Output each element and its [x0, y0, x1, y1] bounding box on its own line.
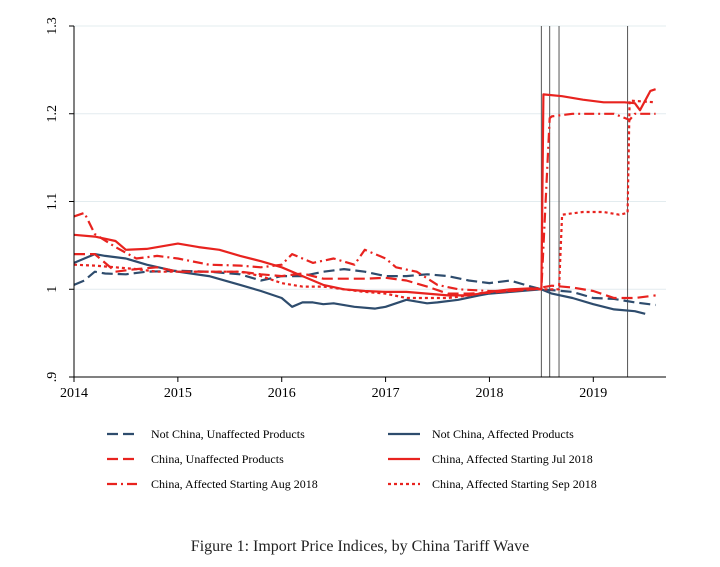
legend-label: China, Affected Starting Aug 2018 — [151, 477, 318, 491]
series-group — [73, 88, 656, 315]
legend-label: China, Affected Starting Jul 2018 — [432, 452, 593, 466]
series-line — [73, 268, 656, 307]
series-line — [73, 112, 656, 293]
y-tick-label: 1.1 — [45, 193, 60, 211]
x-tick-label: 2019 — [579, 386, 607, 401]
legend-label: China, Unaffected Products — [151, 452, 284, 466]
legend-label: Not China, Unaffected Products — [151, 427, 305, 441]
y-tick-label: 1.3 — [45, 17, 60, 35]
legend-label: China, Affected Starting Sep 2018 — [432, 477, 597, 491]
x-tick-label: 2014 — [60, 386, 88, 401]
x-tick-label: 2015 — [164, 386, 192, 401]
series-line — [73, 88, 656, 297]
legend: Not China, Unaffected Products Not China,… — [107, 427, 597, 491]
series-line — [73, 253, 646, 315]
y-tick-label: 1.2 — [45, 105, 60, 123]
x-tick-label: 2016 — [268, 386, 296, 401]
figure-caption: Figure 1: Import Price Indices, by China… — [190, 538, 530, 555]
y-tick-label: 1 — [45, 286, 60, 293]
y-tick-label: .9 — [45, 372, 60, 383]
x-tick-label: 2017 — [372, 386, 400, 401]
series-line — [74, 253, 656, 300]
series-line — [73, 99, 656, 300]
x-tick-label: 2018 — [475, 386, 503, 401]
legend-label: Not China, Affected Products — [432, 427, 574, 441]
line-chart: .9 1 1.1 1.2 1.3 2014 2015 2016 2017 2018 2019 Not… — [45, 17, 666, 491]
axes: .9 1 1.1 1.2 1.3 2014 2015 2016 2017 2018 2019 — [45, 17, 666, 401]
